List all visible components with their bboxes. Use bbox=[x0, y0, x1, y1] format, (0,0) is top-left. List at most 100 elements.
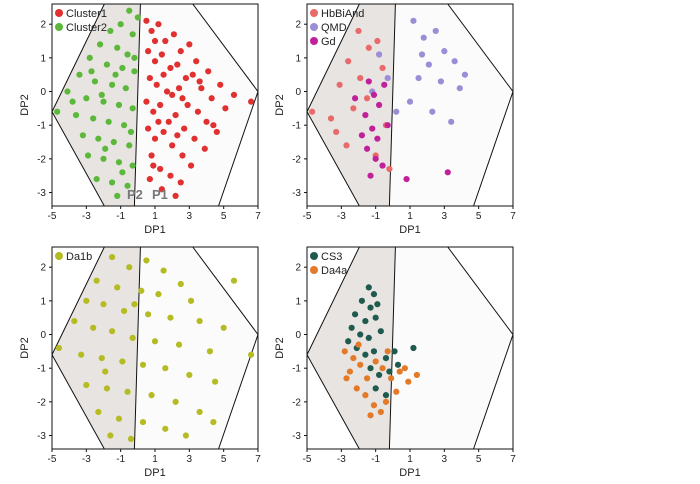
panel-4-legend-marker-da4a bbox=[310, 266, 318, 274]
panel-3-xtick-label-5: 5 bbox=[221, 454, 227, 465]
panel-1-ytick-label-2: 2 bbox=[40, 20, 46, 31]
panel-2-point-gd-2 bbox=[376, 101, 383, 109]
panel-1-point-cluster1-53 bbox=[163, 88, 171, 95]
panel-1-points bbox=[54, 7, 255, 199]
panel-1-point-cluster2-9 bbox=[103, 61, 111, 68]
panel-1-point-cluster1-6 bbox=[186, 41, 193, 48]
panel-3-point-da1b-26 bbox=[78, 351, 85, 358]
panel-2-axes: -5 -3 -1 1 3 5 7 -3 -2 -1 0 1 2 DP1 DP2 bbox=[274, 3, 516, 236]
panel-4-ytick-label--2: -2 bbox=[292, 397, 301, 408]
panel-4-xtick-label-7: 7 bbox=[510, 454, 516, 465]
panel-2-ylabel: DP2 bbox=[274, 94, 286, 115]
panel-2-point-hbbiand-6 bbox=[379, 64, 386, 72]
panel-1-legend: Cluster1 Cluster2 bbox=[55, 8, 107, 34]
panel-3-xtick-label--5: -5 bbox=[48, 454, 57, 465]
panel-2-point-hbbiand-15 bbox=[333, 128, 340, 136]
panel-4-point-da4a-5 bbox=[372, 358, 379, 365]
panel-2-point-gd-11 bbox=[381, 81, 388, 88]
panel-1-point-cluster1-25 bbox=[169, 91, 176, 98]
panel-1-point-cluster1-45 bbox=[148, 152, 155, 159]
panel-4-point-cs3-14 bbox=[370, 348, 378, 355]
panel-1-point-cluster1-57 bbox=[155, 118, 162, 125]
panel-4-point-cs3-15 bbox=[382, 355, 390, 362]
panel-1-xtick-label--3: -3 bbox=[82, 211, 91, 222]
panel-1-point-cluster1-56 bbox=[210, 122, 217, 129]
panel-1-xtick-label--5: -5 bbox=[48, 211, 57, 222]
panel-3-point-da1b-45 bbox=[127, 435, 135, 442]
panel-4-point-da4a-13 bbox=[382, 398, 390, 405]
panel-2-divider-line bbox=[388, 3, 396, 207]
panel-4-point-da4a-7 bbox=[388, 375, 395, 382]
panel-3-point-da1b-19 bbox=[108, 328, 116, 335]
panel-3-region-p2 bbox=[52, 247, 141, 449]
panel-1-point-cluster2-20 bbox=[129, 105, 136, 112]
panel-4: -5 -3 -1 1 3 5 7 -3 -2 -1 0 1 2 DP1 DP2 CS3 Da4a bbox=[274, 246, 516, 479]
panel-1-point-cluster1-58 bbox=[174, 132, 181, 139]
panel-3-point-da1b-30 bbox=[162, 365, 169, 372]
panel-2-point-gd-13 bbox=[403, 175, 410, 183]
panel-1-point-cluster1-36 bbox=[181, 125, 188, 132]
panel-2-point-qmd-12 bbox=[376, 51, 383, 58]
panel-4-point-cs3-5 bbox=[351, 311, 359, 318]
panel-4-region-p2 bbox=[307, 247, 396, 449]
panel-4-point-cs3-6 bbox=[362, 317, 369, 325]
panel-1-xlabel: DP1 bbox=[144, 224, 165, 236]
panel-3-xtick-label-1: 1 bbox=[152, 454, 158, 465]
panel-4-point-da4a-8 bbox=[396, 368, 403, 375]
panel-3-point-da1b-29 bbox=[139, 361, 147, 368]
panel-3-xlabel: DP1 bbox=[144, 467, 165, 479]
panel-1-point-cluster1-32 bbox=[150, 108, 157, 115]
panel-1-point-cluster1-15 bbox=[167, 64, 174, 72]
panel-3-point-da1b-31 bbox=[186, 371, 193, 379]
panel-4-point-da4a-20 bbox=[355, 341, 362, 348]
panel-1-point-cluster2-29 bbox=[126, 142, 133, 149]
panel-2-point-qmd-9 bbox=[406, 98, 414, 105]
panel-2-point-hbbiand-8 bbox=[327, 115, 335, 122]
panel-1-region-p2 bbox=[52, 4, 141, 206]
panel-1-point-cluster2-6 bbox=[114, 44, 121, 51]
panel-1-point-cluster2-42 bbox=[102, 145, 109, 152]
panel-1-point-cluster1-16 bbox=[174, 61, 181, 68]
panel-1-point-cluster1-52 bbox=[151, 37, 159, 45]
panel-2-point-gd-8 bbox=[379, 162, 386, 169]
panel-4-point-cs3-18 bbox=[376, 371, 383, 379]
panel-1-point-cluster2-14 bbox=[108, 81, 116, 88]
panel-2-ytick-label-0: 0 bbox=[295, 87, 301, 98]
panel-4-ytick-label-1: 1 bbox=[295, 296, 301, 307]
panel-3-ytick-label--1: -1 bbox=[37, 364, 46, 375]
panel-3-legend: Da1b bbox=[55, 251, 92, 263]
panel-4-point-da4a-15 bbox=[401, 365, 408, 372]
panel-3-point-da1b-36 bbox=[148, 392, 155, 399]
panel-2-ytick-label--1: -1 bbox=[292, 121, 301, 132]
panel-1-point-cluster1-21 bbox=[222, 105, 229, 112]
panel-2-legend-marker-qmd bbox=[310, 23, 318, 31]
panel-3-ytick-label-0: 0 bbox=[40, 330, 46, 341]
panel-1-point-cluster2-37 bbox=[114, 192, 121, 199]
panel-3-point-da1b-48 bbox=[131, 301, 138, 308]
panel-1-point-cluster1-34 bbox=[165, 118, 172, 125]
panel-1-point-cluster2-19 bbox=[115, 101, 123, 109]
panel-1-point-cluster2-2 bbox=[117, 21, 124, 28]
panel-1-point-cluster2-10 bbox=[119, 64, 126, 72]
panel-1-point-cluster2-44 bbox=[88, 68, 95, 75]
panel-3-point-da1b-0 bbox=[108, 254, 116, 261]
panel-4-legend-marker-cs3 bbox=[310, 252, 318, 260]
panel-2-point-gd-1 bbox=[370, 91, 378, 98]
panel-4-point-da4a-16 bbox=[343, 375, 350, 382]
panel-1-point-cluster1-31 bbox=[143, 98, 150, 105]
panel-4-point-da4a-3 bbox=[346, 368, 354, 375]
panel-4-point-cs3-11 bbox=[377, 328, 384, 335]
panel-1-point-cluster1-5 bbox=[177, 48, 184, 55]
panel-2-points bbox=[309, 17, 469, 183]
panel-1-point-cluster2-23 bbox=[90, 115, 97, 122]
panel-1-point-cluster1-39 bbox=[145, 125, 152, 132]
panel-2-background bbox=[306, 3, 514, 207]
panel-1-background bbox=[51, 3, 259, 207]
panel-4-xtick-label--1: -1 bbox=[371, 454, 380, 465]
panel-3-points bbox=[55, 254, 255, 442]
panel-4-point-cs3-20 bbox=[394, 361, 402, 368]
panel-4-point-cs3-23 bbox=[410, 344, 417, 352]
panel-4-axes: -5 -3 -1 1 3 5 7 -3 -2 -1 0 1 2 DP1 DP2 bbox=[274, 246, 516, 479]
panel-1-point-cluster2-8 bbox=[86, 54, 93, 61]
panel-1-legend-label-cluster2: Cluster2 bbox=[66, 22, 107, 34]
